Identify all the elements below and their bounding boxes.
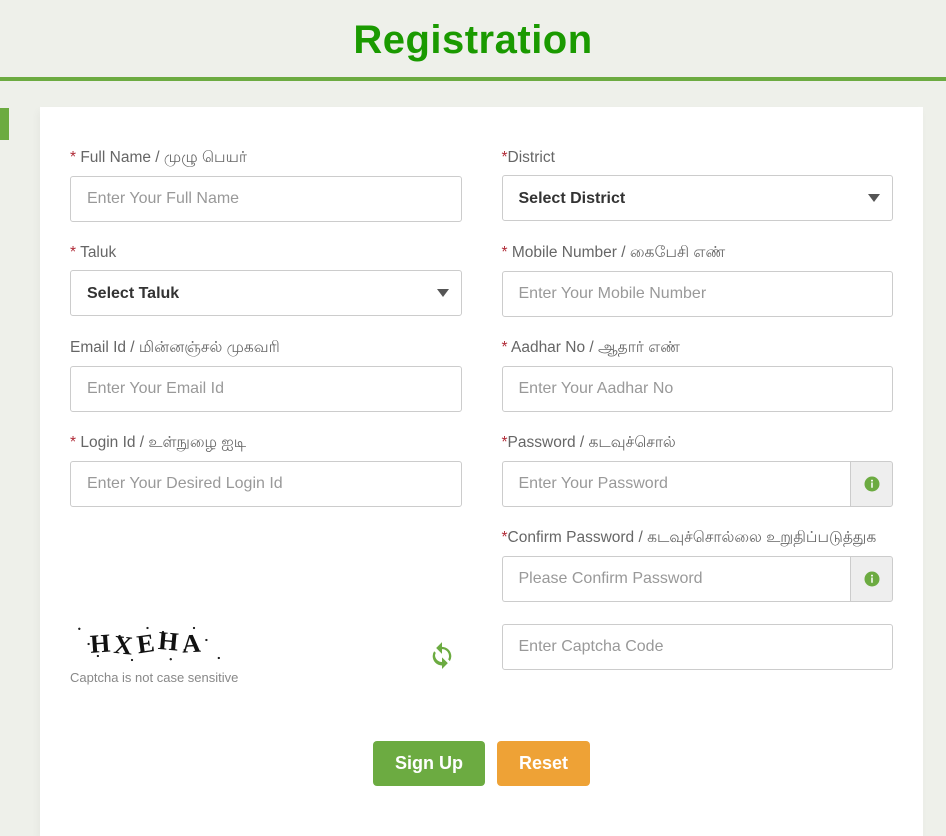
- empty-col: [70, 529, 462, 602]
- email-input[interactable]: [70, 366, 462, 412]
- field-mobile: * Mobile Number / கைபேசி எண்: [502, 244, 894, 317]
- page-header: Registration: [0, 0, 946, 77]
- field-district: *District Select District: [502, 149, 894, 222]
- field-aadhar: * Aadhar No / ஆதார் எண்: [502, 339, 894, 412]
- field-taluk: * Taluk Select Taluk: [70, 244, 462, 317]
- captcha-input[interactable]: [502, 624, 894, 670]
- registration-form-card: * Full Name / முழு பெயர் *District Selec…: [40, 107, 923, 836]
- aadhar-label: * Aadhar No / ஆதார் எண்: [502, 339, 894, 358]
- info-circle-icon: [863, 570, 881, 588]
- password-input[interactable]: [502, 461, 851, 507]
- aadhar-input[interactable]: [502, 366, 894, 412]
- field-confirm-password: *Confirm Password / கடவுச்சொல்லை உறுதிப்…: [502, 529, 894, 602]
- email-label: Email Id / மின்னஞ்சல் முகவரி: [70, 339, 462, 358]
- page-title: Registration: [0, 18, 946, 63]
- fullname-label: * Full Name / முழு பெயர்: [70, 149, 462, 168]
- signup-button[interactable]: Sign Up: [373, 741, 485, 786]
- captcha-note: Captcha is not case sensitive: [70, 670, 238, 685]
- taluk-label: * Taluk: [70, 244, 462, 262]
- left-accent-bar: [0, 108, 9, 140]
- taluk-select[interactable]: Select Taluk: [70, 270, 462, 316]
- confirm-password-info-addon[interactable]: [850, 556, 893, 602]
- captcha-image: HXEHA: [70, 624, 225, 664]
- field-password: *Password / கடவுச்சொல்: [502, 434, 894, 507]
- fullname-input[interactable]: [70, 176, 462, 222]
- district-label: *District: [502, 149, 894, 167]
- confirm-password-input[interactable]: [502, 556, 851, 602]
- field-fullname: * Full Name / முழு பெயர்: [70, 149, 462, 222]
- district-select[interactable]: Select District: [502, 175, 894, 221]
- info-circle-icon: [863, 475, 881, 493]
- confirm-password-label: *Confirm Password / கடவுச்சொல்லை உறுதிப்…: [502, 529, 894, 548]
- mobile-label: * Mobile Number / கைபேசி எண்: [502, 244, 894, 263]
- mobile-input[interactable]: [502, 271, 894, 317]
- field-email: Email Id / மின்னஞ்சல் முகவரி: [70, 339, 462, 412]
- password-info-addon[interactable]: [850, 461, 893, 507]
- header-divider: [0, 77, 946, 81]
- login-label: * Login Id / உள்நுழை ஐடி: [70, 434, 462, 453]
- reset-button[interactable]: Reset: [497, 741, 590, 786]
- field-login: * Login Id / உள்நுழை ஐடி: [70, 434, 462, 507]
- password-label: *Password / கடவுச்சொல்: [502, 434, 894, 453]
- refresh-icon[interactable]: [428, 641, 456, 669]
- login-input[interactable]: [70, 461, 462, 507]
